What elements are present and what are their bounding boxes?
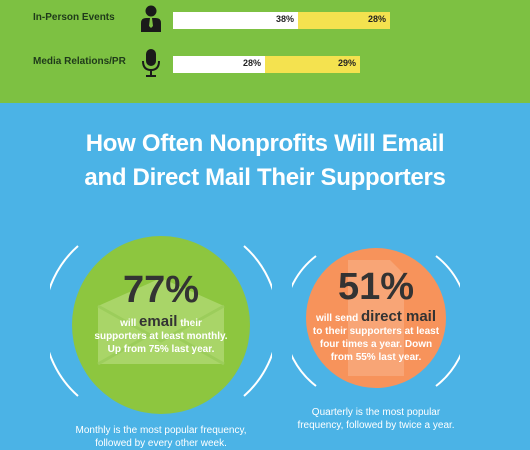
email-caption-line-1: Monthly is the most popular frequency, [75,425,247,436]
mail-stat-line-3: four times a year. Down [319,339,433,350]
microphone-icon [139,48,163,78]
bar-value-b: 29% [337,58,356,68]
mail-caption-line-2: frequency, followed by twice a year. [297,420,455,431]
email-stat-line-1: will email their [90,313,232,330]
document-icon [348,260,404,376]
email-keyword: email [139,313,178,330]
mail-stat-line-4: from 55% last year. [330,352,422,363]
email-stat-ring [50,245,272,397]
bar-segment-a: 38% [173,12,298,29]
bar-segment-b: 29% [265,56,360,73]
email-caption: Monthly is the most popular frequency, f… [44,424,278,450]
mail-caption: Quarterly is the most popular frequency,… [290,406,462,432]
mail-stat-line-2: to their supporters at least [312,326,440,337]
email-stat: 77% will email their supporters at least… [50,236,272,414]
mail-percent: 51% [337,266,415,308]
channel-label: In-Person Events [33,12,115,23]
bar-value-a: 38% [275,14,294,24]
mail-stat-line-1: will send direct mail [306,308,446,325]
mail-caption-line-1: Quarterly is the most popular [311,407,441,418]
email-stat-line-2: supporters at least monthly. [94,331,228,342]
mail-stat: 51% will send direct mail to their suppo… [292,236,460,406]
section-title-line-2: and Direct Mail Their Supporters [84,164,446,191]
section-title-line-1: How Often Nonprofits Will Email [85,130,445,157]
mail-stat-ring [292,255,460,387]
email-stat-pre: will [120,318,137,329]
bar-value-b: 28% [367,14,386,24]
person-icon [139,4,163,34]
mail-stat-text: will send direct mail to their supporter… [306,308,446,364]
bar-segment-b: 28% [298,12,390,29]
mail-stat-pre: will send [315,313,359,324]
email-stat-line-3: Up from 75% last year. [107,344,215,355]
email-stat-post: their [180,318,202,329]
bar-segment-a: 28% [173,56,265,73]
bar-value-a: 28% [242,58,261,68]
email-percent: 77% [122,269,200,311]
channel-label: Media Relations/PR [33,56,126,67]
email-stat-text: will email their supporters at least mon… [90,313,232,356]
email-caption-line-2: followed by every other week. [95,438,227,449]
channel-row-in-person-events: In-Person Events 38% 28% [0,4,530,34]
section-title: How Often Nonprofits Will Email and Dire… [0,127,530,195]
envelope-icon [97,278,225,366]
mail-keyword: direct mail [360,308,437,325]
channel-row-media-relations: Media Relations/PR 28% 29% [0,48,530,78]
